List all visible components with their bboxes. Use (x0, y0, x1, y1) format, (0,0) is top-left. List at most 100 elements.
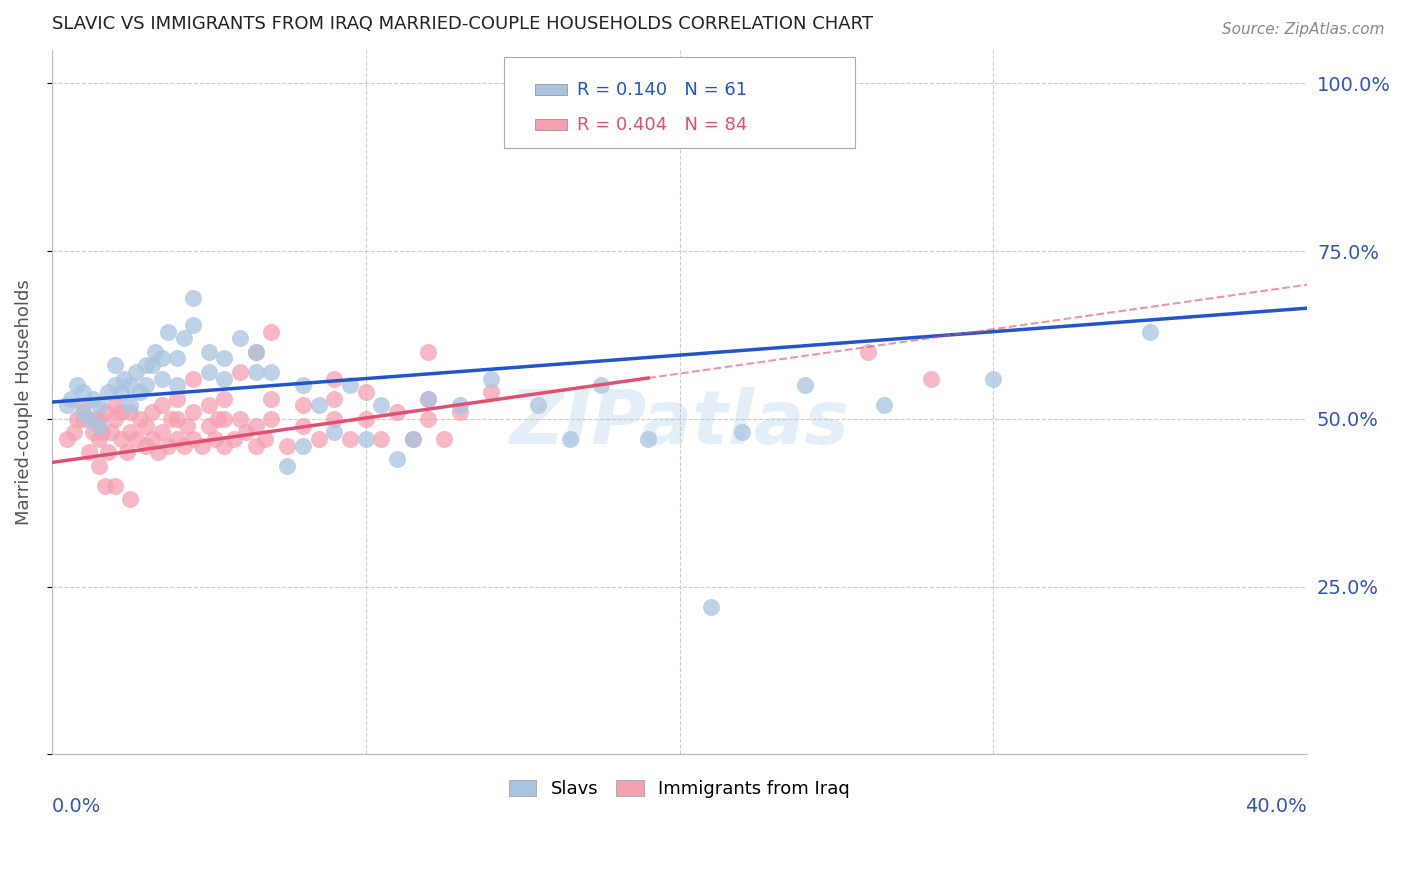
Point (148, 445, 170, 459)
Point (166, 432, 188, 446)
Point (260, 392, 283, 406)
Point (150, 371, 173, 385)
Point (181, 371, 204, 385)
Point (181, 432, 204, 446)
Point (402, 432, 425, 446)
Point (229, 365, 252, 379)
Bar (536, 120, 567, 130)
Point (479, 371, 502, 385)
Point (197, 399, 219, 413)
Point (308, 399, 330, 413)
Bar (536, 85, 567, 95)
Point (276, 439, 298, 453)
Point (135, 439, 157, 453)
Point (1139, 325, 1161, 339)
Point (82, 425, 104, 440)
Point (191, 439, 214, 453)
Point (97, 445, 120, 459)
Point (62, 425, 84, 440)
Point (141, 405, 163, 419)
Point (72, 405, 94, 419)
Point (100, 425, 122, 440)
Point (920, 371, 942, 385)
Point (87, 458, 110, 473)
Point (449, 405, 471, 419)
Point (385, 452, 408, 467)
Point (235, 425, 257, 440)
Point (181, 405, 204, 419)
Point (120, 378, 142, 392)
Point (214, 371, 236, 385)
Point (166, 378, 188, 392)
Point (173, 439, 195, 453)
Point (794, 378, 817, 392)
Point (166, 412, 188, 426)
Point (222, 432, 245, 446)
Point (339, 432, 361, 446)
Point (418, 344, 440, 359)
Point (94, 479, 117, 493)
Point (176, 418, 198, 433)
Point (141, 358, 163, 372)
Point (87, 418, 110, 433)
Point (229, 412, 252, 426)
Legend: Slavs, Immigrants from Iraq: Slavs, Immigrants from Iraq (502, 772, 858, 805)
Point (260, 325, 283, 339)
Point (150, 399, 173, 413)
Point (143, 344, 166, 359)
Point (87, 412, 110, 426)
Point (156, 325, 179, 339)
Point (197, 418, 219, 433)
Point (112, 371, 135, 385)
Point (214, 439, 236, 453)
Point (260, 412, 283, 426)
Point (120, 399, 142, 413)
Point (173, 331, 195, 345)
Point (103, 412, 125, 426)
Point (125, 365, 148, 379)
Point (110, 405, 132, 419)
Point (59, 392, 82, 406)
Point (449, 399, 471, 413)
Point (402, 432, 425, 446)
Point (110, 432, 132, 446)
Point (166, 392, 188, 406)
Point (637, 432, 659, 446)
Point (141, 432, 163, 446)
Point (983, 371, 1005, 385)
Text: Source: ZipAtlas.com: Source: ZipAtlas.com (1222, 22, 1385, 37)
Point (207, 412, 229, 426)
Point (291, 399, 314, 413)
Point (150, 351, 173, 366)
Point (79, 412, 101, 426)
Point (156, 439, 179, 453)
Point (103, 378, 125, 392)
Point (700, 599, 723, 614)
Y-axis label: Married-couple Households: Married-couple Households (15, 279, 32, 525)
Point (120, 425, 142, 440)
Point (418, 392, 440, 406)
Point (181, 291, 204, 305)
Text: SLAVIC VS IMMIGRANTS FROM IRAQ MARRIED-COUPLE HOUSEHOLDS CORRELATION CHART: SLAVIC VS IMMIGRANTS FROM IRAQ MARRIED-C… (52, 15, 873, 33)
Point (856, 344, 879, 359)
Point (160, 412, 183, 426)
Text: ZIPatlas: ZIPatlas (509, 387, 849, 459)
Point (354, 384, 377, 399)
Point (103, 358, 125, 372)
Point (245, 344, 267, 359)
Point (308, 432, 330, 446)
Point (94, 405, 117, 419)
Text: R = 0.404   N = 84: R = 0.404 N = 84 (576, 115, 747, 134)
Point (128, 384, 150, 399)
Point (66, 412, 89, 426)
Point (245, 365, 267, 379)
Point (103, 399, 125, 413)
Point (291, 418, 314, 433)
Point (72, 399, 94, 413)
Point (135, 358, 157, 372)
Point (291, 439, 314, 453)
Point (120, 492, 142, 507)
Point (245, 439, 267, 453)
Point (66, 378, 89, 392)
Point (354, 412, 377, 426)
